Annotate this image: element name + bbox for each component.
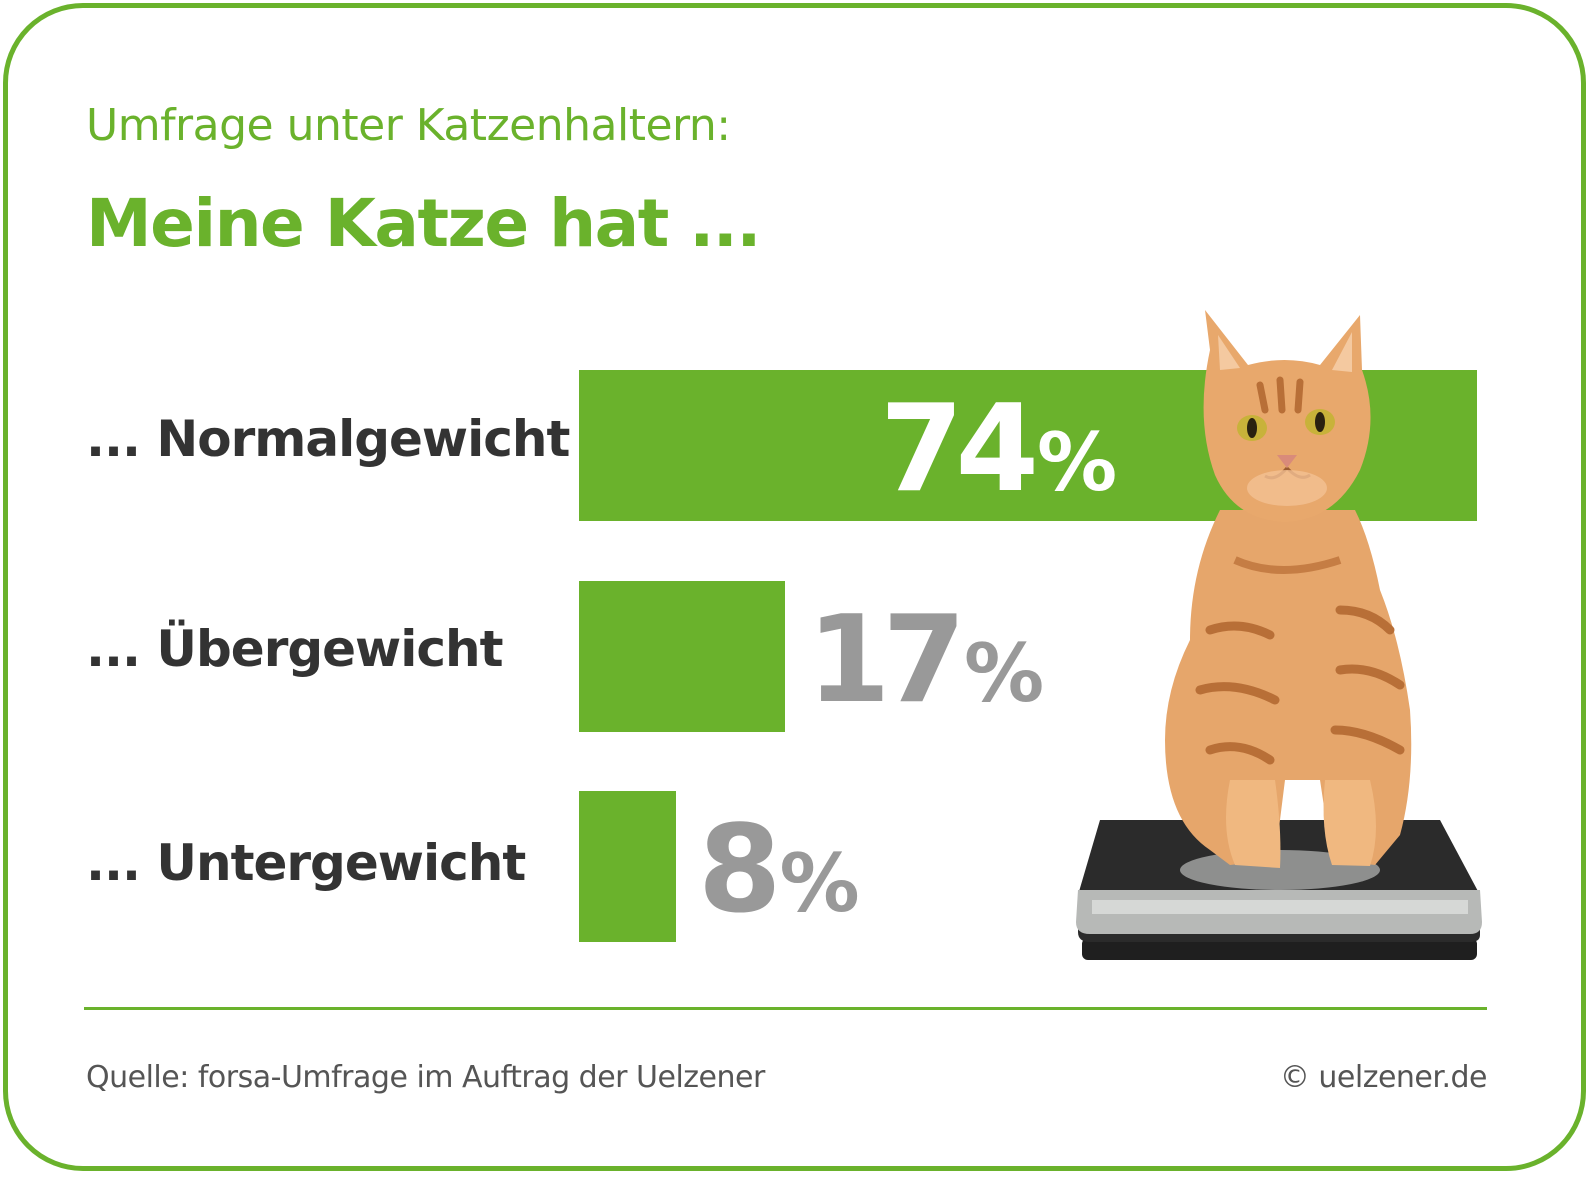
chart-title: Meine Katze hat ... <box>86 185 761 262</box>
value-number-untergewicht: 8 <box>698 801 781 940</box>
value-unit-normalgewicht: % <box>1037 416 1118 509</box>
value-label-normalgewicht: 74% <box>880 390 1117 510</box>
bar-uebergewicht <box>579 581 785 732</box>
bar-untergewicht <box>579 791 676 942</box>
source-note: Quelle: forsa-Umfrage im Auftrag der Uel… <box>86 1060 765 1095</box>
copyright-note: © uelzener.de <box>1279 1060 1488 1095</box>
value-number-uebergewicht: 17 <box>807 591 966 730</box>
value-label-uebergewicht: 17% <box>807 601 1044 721</box>
category-label-normalgewicht: ... Normalgewicht <box>86 410 570 468</box>
category-label-uebergewicht: ... Übergewicht <box>86 620 504 678</box>
value-number-normalgewicht: 74 <box>880 380 1039 519</box>
cat-on-scale-icon <box>1076 310 1482 960</box>
category-label-untergewicht: ... Untergewicht <box>86 834 526 892</box>
value-unit-uebergewicht: % <box>964 627 1045 720</box>
value-unit-untergewicht: % <box>779 837 860 930</box>
footer-divider <box>84 1007 1487 1010</box>
survey-subtitle: Umfrage unter Katzenhaltern: <box>86 100 731 151</box>
value-label-untergewicht: 8% <box>698 811 860 931</box>
